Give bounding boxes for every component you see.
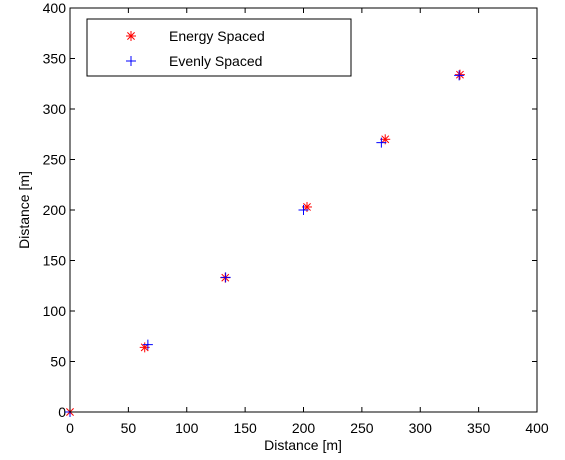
data-point bbox=[298, 205, 309, 215]
y-tick-label: 0 bbox=[58, 404, 66, 420]
x-tick-label: 0 bbox=[66, 420, 74, 436]
y-tick-label: 400 bbox=[43, 0, 67, 16]
x-tick-label: 300 bbox=[409, 420, 433, 436]
legend-marker bbox=[126, 56, 136, 66]
data-point bbox=[454, 69, 465, 80]
x-tick-label: 250 bbox=[350, 420, 374, 436]
data-series bbox=[65, 69, 465, 417]
data-point bbox=[376, 137, 387, 148]
legend-label-energy-spaced: Energy Spaced bbox=[169, 28, 265, 44]
y-tick-label: 300 bbox=[43, 101, 67, 117]
y-tick-label: 350 bbox=[43, 51, 67, 67]
axis-tick-labels: 0 50 100 150 200 250 300 350 400 0 50 100 150 200 250 3… bbox=[43, 0, 549, 436]
legend-box bbox=[86, 18, 352, 77]
y-tick-label: 100 bbox=[43, 303, 67, 319]
legend-marker bbox=[126, 31, 136, 41]
x-tick-label: 200 bbox=[292, 420, 316, 436]
legend-label-evenly-spaced: Evenly Spaced bbox=[169, 53, 262, 69]
legend-marker-evenly-spaced bbox=[126, 56, 136, 66]
data-point bbox=[454, 70, 465, 81]
legend: Energy Spaced Evenly Spaced bbox=[86, 18, 352, 77]
y-tick-label: 150 bbox=[43, 253, 67, 269]
legend-marker-energy-spaced bbox=[126, 31, 136, 41]
x-tick-label: 400 bbox=[525, 420, 549, 436]
y-tick-label: 250 bbox=[43, 152, 67, 168]
x-tick-label: 150 bbox=[233, 420, 257, 436]
y-tick-label: 200 bbox=[43, 202, 67, 218]
data-point bbox=[142, 339, 153, 350]
plot-frame bbox=[69, 7, 538, 413]
y-axis-label: Distance [m] bbox=[16, 171, 32, 249]
x-tick-label: 50 bbox=[121, 420, 137, 436]
y-tick-label: 50 bbox=[50, 354, 66, 370]
data-point bbox=[220, 272, 231, 283]
x-tick-label: 350 bbox=[467, 420, 491, 436]
x-axis-label: Distance [m] bbox=[264, 437, 342, 453]
x-tick-label: 100 bbox=[175, 420, 199, 436]
